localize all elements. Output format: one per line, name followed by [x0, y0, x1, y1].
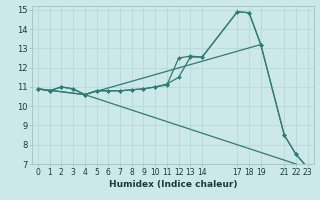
X-axis label: Humidex (Indice chaleur): Humidex (Indice chaleur)	[108, 180, 237, 189]
